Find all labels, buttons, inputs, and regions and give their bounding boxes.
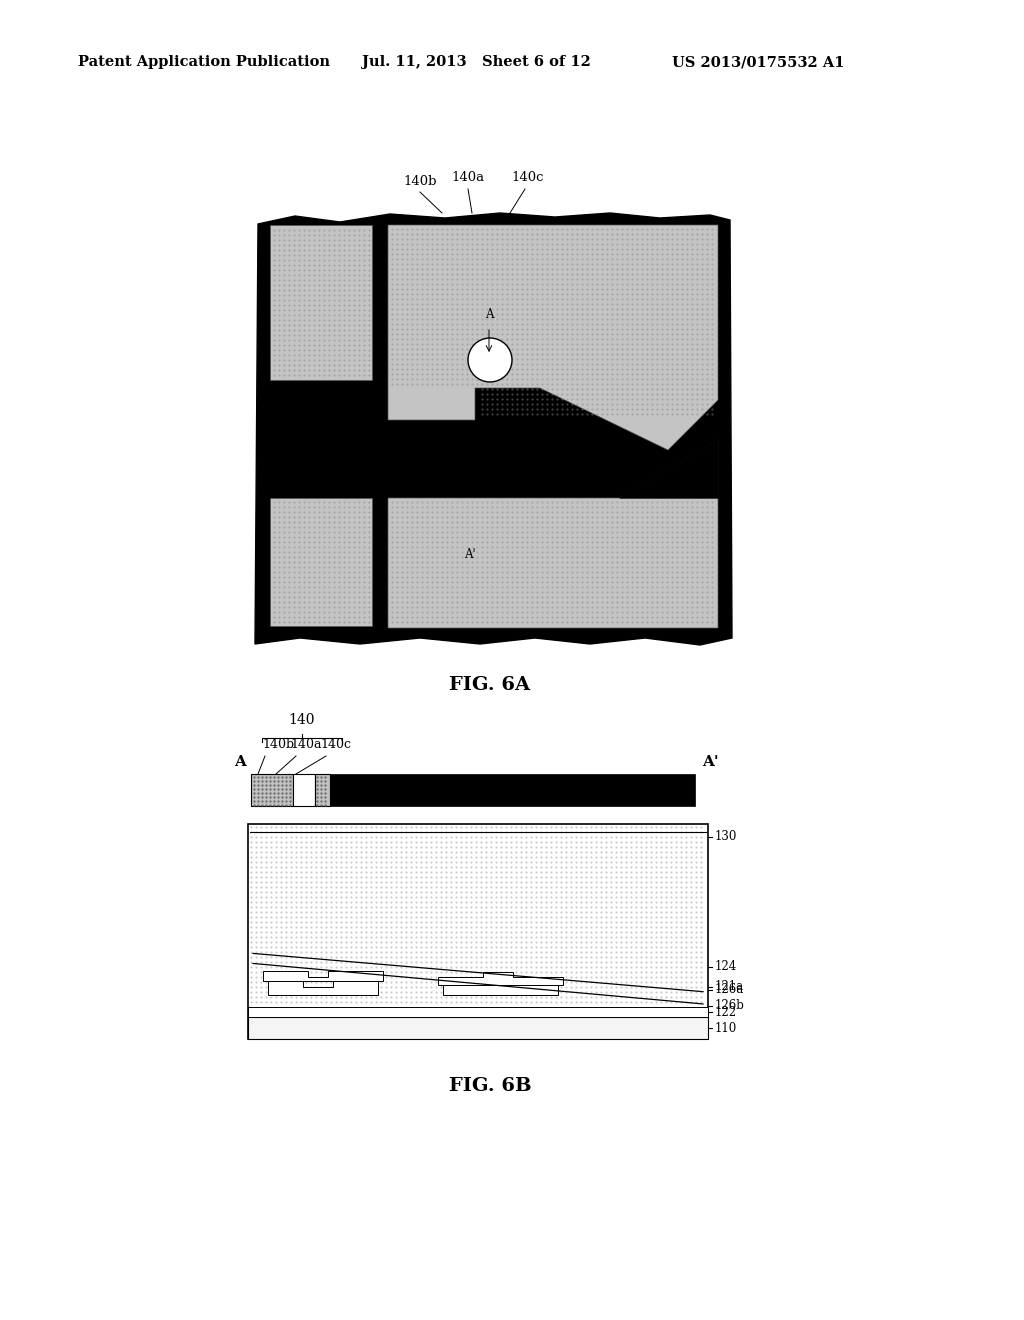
Circle shape (468, 338, 512, 381)
Text: 110: 110 (715, 1022, 737, 1035)
Text: A': A' (701, 755, 718, 770)
Bar (293, 774, 315, 807)
Bar (248, 1007, 708, 1016)
Text: 140a: 140a (290, 738, 322, 751)
Bar (251, 774, 293, 807)
Bar (270, 224, 372, 380)
Text: 140b: 140b (403, 176, 437, 187)
Text: 124: 124 (715, 961, 737, 974)
Polygon shape (263, 972, 383, 981)
Text: A': A' (464, 548, 476, 561)
Text: 140b: 140b (262, 738, 294, 751)
Text: 140c: 140c (512, 172, 544, 183)
Text: A: A (484, 308, 494, 321)
Polygon shape (620, 440, 718, 498)
Text: 126b: 126b (715, 999, 744, 1012)
Text: 130: 130 (715, 830, 737, 843)
Polygon shape (388, 224, 718, 450)
Text: 121a: 121a (715, 981, 744, 994)
Text: 140c: 140c (319, 738, 351, 751)
Text: 122: 122 (715, 1006, 737, 1019)
Text: Jul. 11, 2013   Sheet 6 of 12: Jul. 11, 2013 Sheet 6 of 12 (362, 55, 591, 69)
Polygon shape (438, 972, 563, 985)
Bar (270, 498, 372, 626)
Polygon shape (388, 440, 718, 628)
Text: FIG. 6A: FIG. 6A (450, 676, 530, 694)
Bar (248, 824, 708, 1039)
Text: FIG. 6B: FIG. 6B (449, 1077, 531, 1096)
Text: US 2013/0175532 A1: US 2013/0175532 A1 (672, 55, 845, 69)
Polygon shape (268, 981, 378, 995)
Text: Patent Application Publication: Patent Application Publication (78, 55, 330, 69)
Polygon shape (255, 213, 732, 645)
Polygon shape (443, 979, 558, 995)
Text: A: A (234, 755, 246, 770)
Text: 140a: 140a (452, 172, 484, 183)
Text: 140: 140 (289, 713, 315, 727)
Bar (315, 774, 330, 807)
Bar (248, 1016, 708, 1039)
Text: 126a: 126a (715, 983, 744, 997)
Bar (330, 774, 695, 807)
